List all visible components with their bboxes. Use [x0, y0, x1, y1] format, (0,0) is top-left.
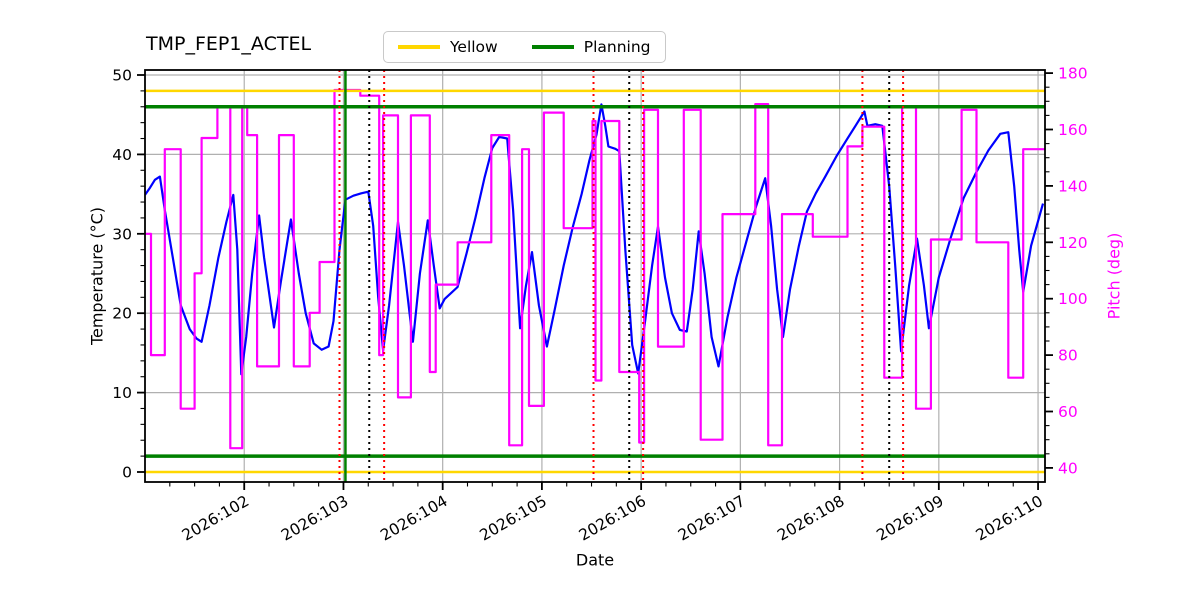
y-right-tick-labels: 40 60 80 100 120 140 160 180 [1058, 65, 1088, 478]
x-tick-label: 2026:109 [874, 492, 947, 545]
y-left-tick-label: 0 [122, 463, 132, 481]
y-axis-label-right: Pitch (deg) [1104, 232, 1124, 320]
x-tick-label: 2026:106 [576, 492, 649, 545]
event-vlines [338, 70, 905, 482]
legend: Yellow Planning [383, 31, 666, 63]
y-left-tick-labels: 0 10 20 30 40 50 [112, 67, 132, 482]
chart-title: TMP_FEP1_ACTEL [146, 33, 312, 55]
x-tick-label: 2026:104 [377, 492, 450, 545]
legend-item-planning: Planning [531, 38, 651, 56]
y-right-tick-label: 120 [1058, 234, 1088, 252]
legend-item-yellow: Yellow [398, 38, 498, 56]
x-tick-label: 2026:105 [477, 492, 550, 545]
x-tick-label: 2026:103 [278, 492, 351, 545]
yellow-line-swatch [398, 45, 440, 49]
planning-line-swatch [531, 45, 574, 49]
y-right-tick-label: 140 [1058, 177, 1088, 195]
pitch-series [145, 88, 1045, 450]
limit-hlines [145, 89, 1045, 474]
x-tick-label: 2026:108 [774, 492, 847, 545]
x-tick-labels: 2026:102 2026:103 2026:104 2026:105 2026:106… [179, 492, 1046, 545]
y-left-tick-label: 30 [112, 225, 132, 243]
x-tick-label: 2026:107 [675, 492, 748, 545]
x-tick-label: 2026:102 [179, 492, 252, 545]
x-axis-label: Date [575, 550, 615, 570]
y-axis-label-left: Temperature (°C) [87, 206, 107, 346]
plot-border [144, 69, 1046, 483]
y-right-tick-label: 60 [1058, 403, 1078, 421]
y-left-tick-label: 50 [112, 67, 132, 85]
y-right-tick-label: 160 [1058, 121, 1088, 139]
series [145, 88, 1045, 450]
y-right-tick-label: 180 [1058, 65, 1088, 83]
legend-label-planning: Planning [583, 38, 651, 56]
x-tick-label: 2026:110 [973, 492, 1046, 545]
y-right-tick-label: 80 [1058, 347, 1078, 365]
y-right-tick-label: 40 [1058, 459, 1078, 477]
y-left-tick-label: 40 [112, 146, 132, 164]
y-right-tick-label: 100 [1058, 290, 1088, 308]
y-left-tick-label: 10 [112, 384, 132, 402]
y-left-tick-label: 20 [112, 305, 132, 323]
legend-label-yellow: Yellow [450, 38, 498, 56]
